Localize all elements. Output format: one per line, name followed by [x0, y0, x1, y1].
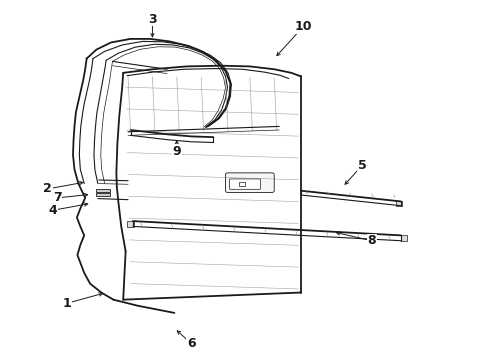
FancyBboxPatch shape: [225, 173, 274, 193]
Bar: [97, 189, 110, 192]
Text: 4: 4: [48, 204, 57, 217]
Text: 10: 10: [294, 20, 312, 33]
Text: 5: 5: [358, 159, 367, 172]
Bar: [127, 221, 134, 227]
Text: 6: 6: [187, 337, 196, 350]
Text: 7: 7: [53, 192, 62, 204]
Text: 8: 8: [368, 234, 376, 247]
Bar: [97, 193, 110, 196]
Text: 3: 3: [148, 13, 157, 26]
Text: 2: 2: [43, 183, 52, 195]
FancyBboxPatch shape: [229, 179, 261, 189]
Text: 9: 9: [172, 145, 181, 158]
Bar: [401, 235, 407, 241]
Bar: [239, 182, 245, 186]
Text: 1: 1: [63, 297, 72, 310]
Bar: [396, 201, 402, 206]
